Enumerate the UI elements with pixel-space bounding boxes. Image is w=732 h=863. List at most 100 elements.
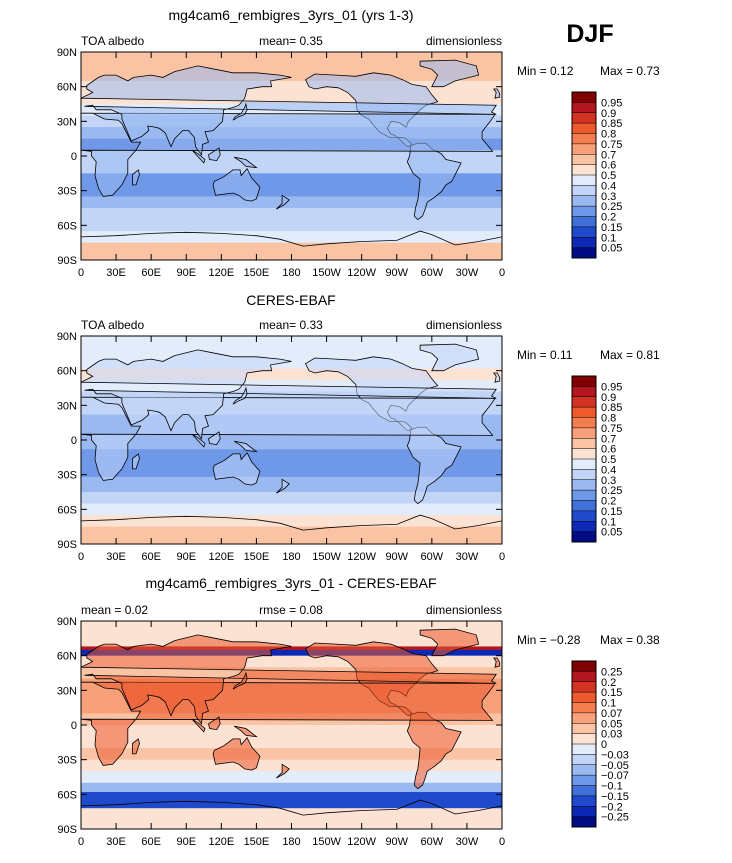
y-tick-label: 90N: [57, 616, 77, 628]
coastline-indonesia: [191, 718, 206, 733]
coastline-greenland: [419, 59, 480, 88]
coastline-eurasia: [81, 634, 497, 725]
colorbar-swatch: [572, 469, 596, 481]
colorbar-label: 0.2: [601, 677, 616, 689]
colorbar-label: 0.1: [601, 232, 616, 244]
colorbar-swatch: [572, 237, 596, 248]
x-tick-label: 150E: [244, 267, 270, 279]
colorbar-swatch: [572, 154, 596, 165]
x-tick-label: 120W: [347, 551, 376, 563]
lat-band: [81, 646, 502, 651]
colorbar-swatch: [572, 123, 596, 134]
colorbar-label: −0.15: [601, 791, 629, 803]
panel-difference: mg4cam6_rembigres_3yrs_01 - CERES-EBAF me…: [57, 575, 660, 848]
lat-band: [81, 196, 502, 209]
colorbar-label: 0.15: [601, 222, 622, 234]
coastline-borneo: [208, 431, 221, 446]
colorbar-label: 0.8: [601, 129, 616, 141]
coastline-antarctica: [81, 514, 502, 531]
coastline-australia: [212, 167, 261, 202]
coastline-australia: [212, 451, 261, 486]
x-tick-label: 150E: [244, 836, 270, 848]
x-tick-label: 0: [499, 836, 505, 848]
colorbar-swatch: [572, 92, 596, 103]
y-tick-label: 60S: [57, 789, 77, 801]
lat-band: [81, 736, 502, 749]
lat-band: [81, 492, 502, 505]
max-value: Max = 0.38: [600, 633, 660, 647]
x-tick-label: 30E: [106, 551, 126, 563]
x-tick-label: 90W: [385, 551, 408, 563]
colorbar-swatch: [572, 438, 596, 449]
coastline-antarctica: [81, 230, 502, 247]
coastline-madagascar: [132, 169, 140, 186]
colorbar-swatch: [572, 692, 596, 703]
y-tick-label: 30N: [57, 400, 77, 412]
center-label: mean= 0.33: [259, 318, 323, 332]
coastline-eurasia: [81, 349, 497, 440]
colorbar-label: 0.85: [601, 118, 622, 130]
colorbar-label: 0.75: [601, 139, 622, 151]
colorbar-swatch: [572, 785, 596, 797]
colorbar-swatch: [572, 500, 596, 512]
colorbar-swatch: [572, 386, 596, 398]
lat-band: [81, 641, 502, 648]
colorbar-swatch: [572, 376, 596, 387]
left-label: TOA albedo: [81, 318, 144, 332]
coastline-greenland: [419, 628, 480, 657]
colorbar-swatch: [572, 661, 596, 672]
coastline-africa: [81, 681, 496, 766]
lat-band: [81, 503, 502, 516]
colorbar-label: 0.95: [601, 97, 622, 109]
lat-band: [81, 463, 502, 478]
colorbar-label: −0.05: [601, 760, 629, 772]
colorbar-swatch: [572, 479, 596, 491]
colorbar-label: 0.15: [601, 687, 622, 699]
x-tick-label: 90W: [385, 267, 408, 279]
x-tick-label: 60E: [141, 267, 161, 279]
x-tick-label: 0: [499, 267, 505, 279]
x-tick-label: 30W: [456, 551, 479, 563]
colorbar-label: −0.2: [601, 801, 623, 813]
coastline-japan: [232, 386, 248, 405]
colorbar-swatch: [572, 806, 596, 817]
x-tick-label: 180: [282, 267, 300, 279]
coastline-newguinea: [233, 440, 258, 453]
x-tick-label: 0: [78, 267, 84, 279]
coastline-indonesia: [191, 433, 206, 448]
x-tick-label: 60E: [141, 551, 161, 563]
min-value: Min = 0.11: [517, 348, 573, 362]
x-tick-label: 0: [78, 836, 84, 848]
colorbar-swatch: [572, 164, 596, 176]
coastline-antarctica: [81, 799, 502, 816]
season-label: DJF: [566, 20, 613, 48]
y-tick-label: 90N: [57, 331, 77, 343]
coastline-uk: [493, 88, 501, 99]
lat-band: [81, 208, 502, 221]
coastline-newzealand: [276, 194, 290, 210]
y-tick-label: 30N: [57, 685, 77, 697]
x-tick-label: 30W: [456, 836, 479, 848]
y-tick-label: 90N: [57, 47, 77, 59]
panel-title: mg4cam6_rembigres_3yrs_01 (yrs 1-3): [168, 7, 413, 23]
colorbar-label: 0.75: [601, 423, 622, 435]
lat-band: [81, 219, 502, 232]
x-tick-label: 150E: [244, 551, 270, 563]
colorbar-label: 0: [601, 739, 607, 751]
y-tick-label: 90S: [57, 824, 77, 836]
colorbar-swatch: [572, 775, 596, 786]
x-tick-label: 120W: [347, 267, 376, 279]
coastline-americas_s: [406, 426, 462, 505]
colorbar-swatch: [572, 795, 596, 807]
coastline-madagascar: [132, 453, 140, 470]
colorbar-swatch: [572, 733, 596, 745]
y-tick-label: 60N: [57, 366, 77, 378]
coastline-africa: [81, 112, 496, 197]
coastline-americas_s: [406, 711, 462, 790]
colorbar-swatch: [572, 102, 596, 114]
panel-title: CERES-EBAF: [246, 292, 335, 308]
colorbar-swatch: [572, 112, 596, 124]
lat-band: [81, 150, 502, 163]
x-tick-label: 150W: [312, 836, 341, 848]
